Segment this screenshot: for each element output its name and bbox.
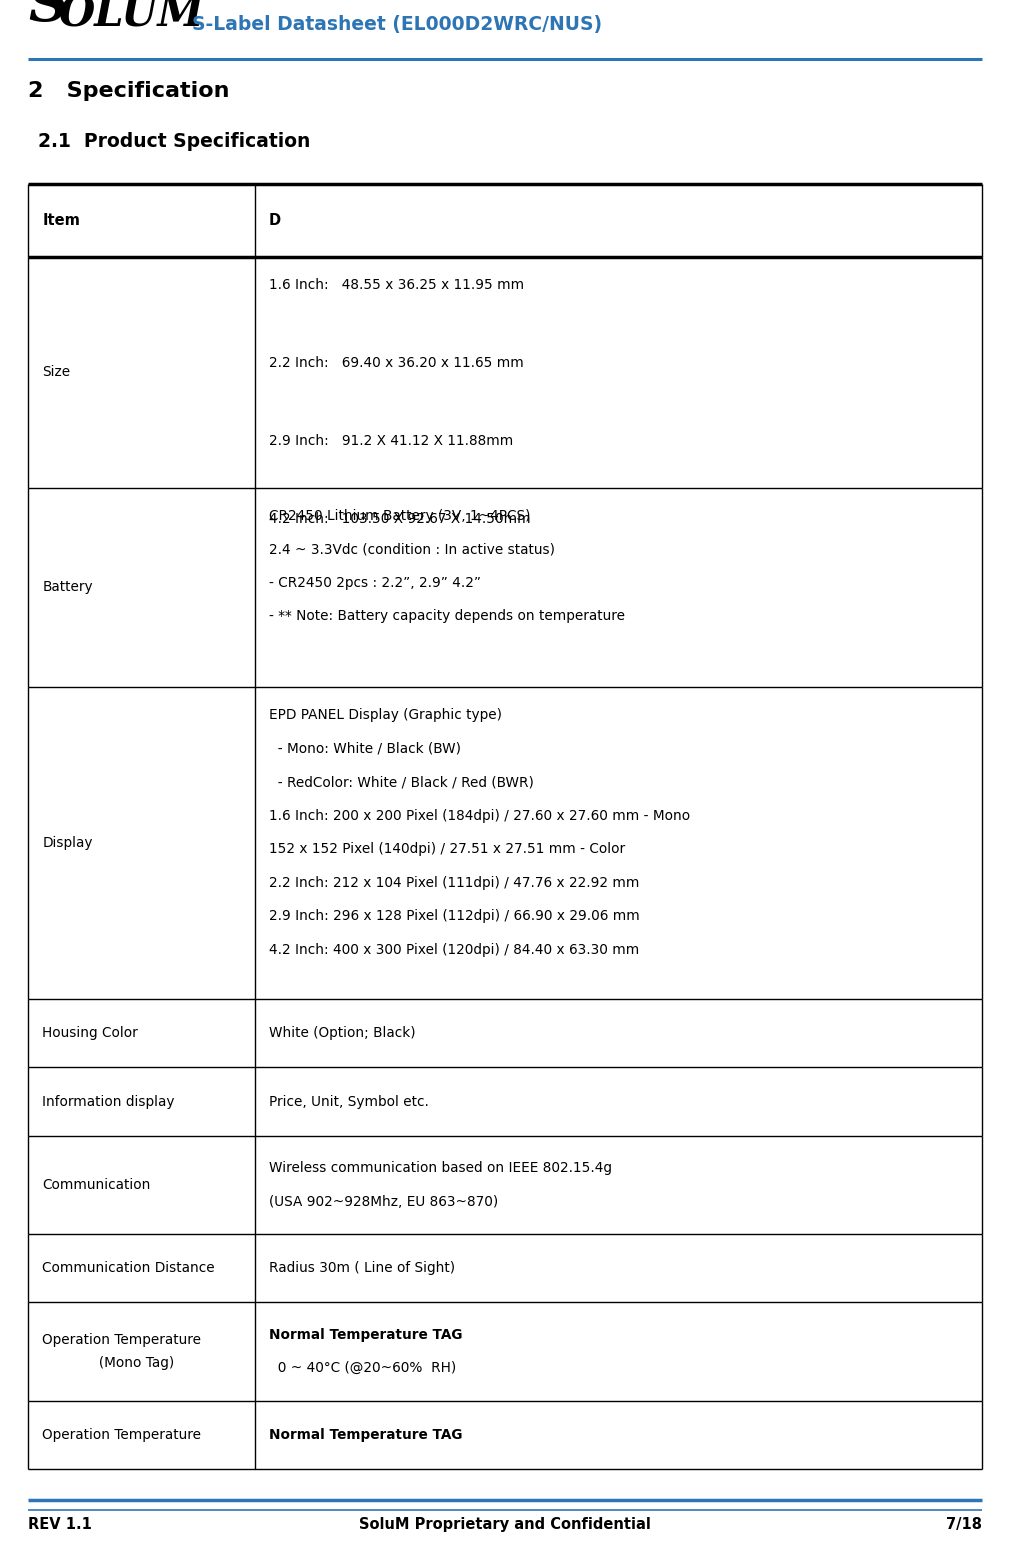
Text: Price, Unit, Symbol etc.: Price, Unit, Symbol etc. <box>269 1095 428 1108</box>
Text: - CR2450 2pcs : 2.2”, 2.9” 4.2”: - CR2450 2pcs : 2.2”, 2.9” 4.2” <box>269 576 481 589</box>
Text: S-Label Datasheet (EL000D2WRC/NUS): S-Label Datasheet (EL000D2WRC/NUS) <box>192 16 602 34</box>
Text: 152 x 152 Pixel (140dpi) / 27.51 x 27.51 mm - Color: 152 x 152 Pixel (140dpi) / 27.51 x 27.51… <box>269 843 625 855</box>
Text: Wireless communication based on IEEE 802.15.4g: Wireless communication based on IEEE 802… <box>269 1161 612 1175</box>
Text: Communication: Communication <box>42 1178 150 1192</box>
Text: Operation Temperature: Operation Temperature <box>42 1429 201 1441</box>
Text: (USA 902~928Mhz, EU 863~870): (USA 902~928Mhz, EU 863~870) <box>269 1195 498 1209</box>
Text: 2.2 Inch:   69.40 x 36.20 x 11.65 mm: 2.2 Inch: 69.40 x 36.20 x 11.65 mm <box>269 357 523 369</box>
Text: Operation Temperature
             (Mono Tag): Operation Temperature (Mono Tag) <box>42 1334 201 1369</box>
Text: D: D <box>269 213 281 227</box>
Text: - ** Note: Battery capacity depends on temperature: - ** Note: Battery capacity depends on t… <box>269 609 624 623</box>
Text: Item: Item <box>42 213 81 227</box>
Text: Display: Display <box>42 837 93 849</box>
Text: 2.1  Product Specification: 2.1 Product Specification <box>38 132 311 151</box>
Text: CR2450 Lithium Battery (3V, 1~4PCS): CR2450 Lithium Battery (3V, 1~4PCS) <box>269 509 530 522</box>
Text: Normal Temperature TAG: Normal Temperature TAG <box>269 1327 463 1341</box>
Text: Radius 30m ( Line of Sight): Radius 30m ( Line of Sight) <box>269 1262 454 1274</box>
Text: 2.9 Inch: 296 x 128 Pixel (112dpi) / 66.90 x 29.06 mm: 2.9 Inch: 296 x 128 Pixel (112dpi) / 66.… <box>269 910 639 922</box>
Text: Communication Distance: Communication Distance <box>42 1262 215 1274</box>
Text: SoluM Proprietary and Confidential: SoluM Proprietary and Confidential <box>360 1517 650 1533</box>
Text: Normal Temperature TAG: Normal Temperature TAG <box>269 1429 463 1441</box>
Text: Housing Color: Housing Color <box>42 1027 138 1039</box>
Text: EPD PANEL Display (Graphic type): EPD PANEL Display (Graphic type) <box>269 709 502 721</box>
Text: 0 ~ 40°C (@20~60%  RH): 0 ~ 40°C (@20~60% RH) <box>269 1362 456 1376</box>
Text: White (Option; Black): White (Option; Black) <box>269 1027 415 1039</box>
Text: 7/18: 7/18 <box>945 1517 982 1533</box>
Text: 2.2 Inch: 212 x 104 Pixel (111dpi) / 47.76 x 22.92 mm: 2.2 Inch: 212 x 104 Pixel (111dpi) / 47.… <box>269 876 639 890</box>
Text: 1.6 Inch: 200 x 200 Pixel (184dpi) / 27.60 x 27.60 mm - Mono: 1.6 Inch: 200 x 200 Pixel (184dpi) / 27.… <box>269 809 690 823</box>
Text: 2.9 Inch:   91.2 X 41.12 X 11.88mm: 2.9 Inch: 91.2 X 41.12 X 11.88mm <box>269 435 513 447</box>
Text: 1.6 Inch:   48.55 x 36.25 x 11.95 mm: 1.6 Inch: 48.55 x 36.25 x 11.95 mm <box>269 279 524 291</box>
Text: 4.2 Inch: 400 x 300 Pixel (120dpi) / 84.40 x 63.30 mm: 4.2 Inch: 400 x 300 Pixel (120dpi) / 84.… <box>269 943 639 957</box>
Text: 4.2 Inch:   103.50 X 92.67 X 14.50mm: 4.2 Inch: 103.50 X 92.67 X 14.50mm <box>269 513 530 525</box>
Text: - RedColor: White / Black / Red (BWR): - RedColor: White / Black / Red (BWR) <box>269 776 533 788</box>
Text: Battery: Battery <box>42 581 93 594</box>
Text: S: S <box>28 0 69 33</box>
Text: REV 1.1: REV 1.1 <box>28 1517 92 1533</box>
Text: 2.4 ~ 3.3Vdc (condition : In active status): 2.4 ~ 3.3Vdc (condition : In active stat… <box>269 542 554 556</box>
Text: Information display: Information display <box>42 1095 175 1108</box>
Text: Size: Size <box>42 366 71 379</box>
Text: OLUM: OLUM <box>59 0 204 34</box>
Text: 2   Specification: 2 Specification <box>28 81 230 101</box>
Text: - Mono: White / Black (BW): - Mono: White / Black (BW) <box>269 742 461 756</box>
